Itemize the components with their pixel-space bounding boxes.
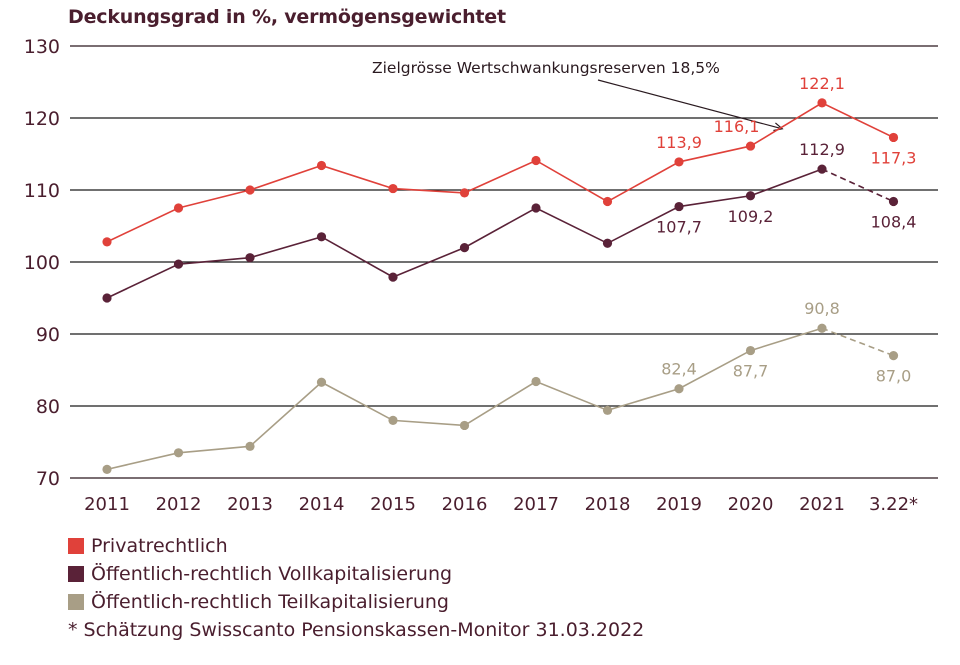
data-point: [245, 441, 255, 451]
legend-swatch-privatrechtlich: [68, 538, 84, 554]
y-tick-label: 100: [24, 252, 60, 274]
data-label: 122,1: [799, 74, 845, 93]
legend-swatch-vollkapitalisierung: [68, 566, 84, 582]
data-point: [602, 196, 613, 207]
data-labels: 113,9 116,1 122,1 117,3 107,7 109,2 112,9 108,4…: [656, 74, 916, 386]
x-tick-label: 2016: [442, 494, 488, 515]
x-tick-label: 2011: [84, 494, 130, 515]
data-point: [602, 405, 613, 415]
legend: Privatrechtlich Öffentlich-rechtlich Vol…: [68, 532, 644, 644]
data-label: 108,4: [871, 213, 917, 232]
data-point: [388, 183, 398, 194]
data-point: [388, 415, 398, 425]
series-line: [106, 101, 894, 243]
series-layer: [102, 98, 899, 474]
x-tick-label: 2019: [656, 494, 702, 515]
data-point: [602, 238, 613, 248]
data-label: 87,0: [876, 367, 912, 386]
data-label: 117,3: [871, 148, 917, 167]
x-tick-label: 2014: [299, 494, 345, 515]
annotation-arrow-line: [597, 79, 783, 130]
data-point: [102, 464, 112, 474]
data-point: [888, 196, 899, 207]
data-point: [245, 185, 255, 195]
data-point: [745, 141, 756, 151]
data-label: 90,8: [804, 299, 840, 318]
y-tick-label: 70: [36, 468, 60, 490]
y-tick-label: 110: [24, 180, 60, 202]
data-point: [531, 376, 541, 387]
data-point: [888, 132, 899, 143]
x-tick-label: 3.22*: [869, 494, 918, 515]
data-label: 112,9: [799, 140, 845, 159]
legend-item-vollkapitalisierung: Öffentlich-rechtlich Vollkapitalisierung: [68, 560, 644, 588]
series-0: [102, 98, 899, 247]
data-label: 116,1: [714, 117, 760, 136]
legend-label: Privatrechtlich: [91, 535, 228, 557]
y-tick-label: 130: [24, 36, 60, 58]
data-point: [817, 323, 827, 333]
annotation-layer: Zielgrösse Wertschwankungsreserven 18,5%: [372, 59, 784, 132]
data-point: [817, 164, 827, 174]
data-point: [173, 203, 184, 213]
data-point: [102, 293, 112, 303]
data-point: [245, 253, 255, 263]
legend-item-teilkapitalisierung: Öffentlich-rechtlich Teilkapitalisierung: [68, 588, 644, 616]
data-point: [459, 188, 470, 198]
data-point: [459, 243, 470, 253]
y-tick-label: 80: [36, 396, 60, 418]
chart-title: Deckungsgrad in %, vermögensgewichtet: [68, 6, 506, 28]
data-label: 82,4: [661, 360, 697, 379]
y-axis-ticks: 70 80 90 100 110 120 130: [24, 36, 60, 490]
y-tick-label: 120: [24, 108, 60, 130]
data-point: [888, 351, 899, 361]
series-1: [102, 164, 899, 303]
data-label: 109,2: [728, 207, 774, 226]
legend-label: Öffentlich-rechtlich Vollkapitalisierung: [91, 563, 453, 585]
x-axis-ticks: 2011 2012 2013 2014 2015 2016 2017 2018 2019 2020…: [84, 494, 918, 515]
data-point: [459, 420, 470, 431]
series-2: [102, 323, 899, 474]
x-tick-label: 2021: [799, 494, 845, 515]
data-point: [531, 203, 541, 213]
x-tick-label: 2020: [728, 494, 774, 515]
x-tick-label: 2015: [370, 494, 416, 515]
data-point: [316, 377, 327, 387]
data-point: [745, 345, 756, 356]
footnote: * Schätzung Swisscanto Pensionskassen-Mo…: [68, 619, 645, 641]
x-tick-label: 2012: [156, 494, 202, 515]
data-point: [674, 201, 684, 212]
data-point: [817, 98, 827, 108]
data-label: 87,7: [733, 362, 769, 381]
y-tick-label: 90: [36, 324, 60, 346]
annotation-text: Zielgrösse Wertschwankungsreserven 18,5%: [372, 59, 720, 77]
x-tick-label: 2017: [513, 494, 559, 515]
data-label: 113,9: [656, 133, 702, 152]
data-point: [316, 232, 327, 242]
data-point: [316, 160, 327, 171]
x-tick-label: 2013: [227, 494, 273, 515]
data-point: [388, 272, 398, 282]
data-point: [173, 259, 184, 269]
data-point: [173, 448, 184, 458]
legend-swatch-teilkapitalisierung: [68, 594, 84, 610]
series-line-estimate: [821, 168, 894, 203]
series-line-estimate: [821, 327, 894, 357]
x-tick-label: 2018: [585, 494, 631, 515]
gridlines: [70, 45, 938, 479]
legend-label: Öffentlich-rechtlich Teilkapitalisierung: [91, 591, 449, 613]
data-point: [674, 157, 684, 167]
data-point: [745, 191, 756, 201]
legend-item-privatrechtlich: Privatrechtlich: [68, 532, 644, 560]
series-line: [106, 327, 823, 471]
data-point: [674, 384, 684, 394]
data-point: [102, 237, 112, 247]
data-point: [531, 155, 541, 166]
data-label: 107,7: [656, 218, 702, 237]
